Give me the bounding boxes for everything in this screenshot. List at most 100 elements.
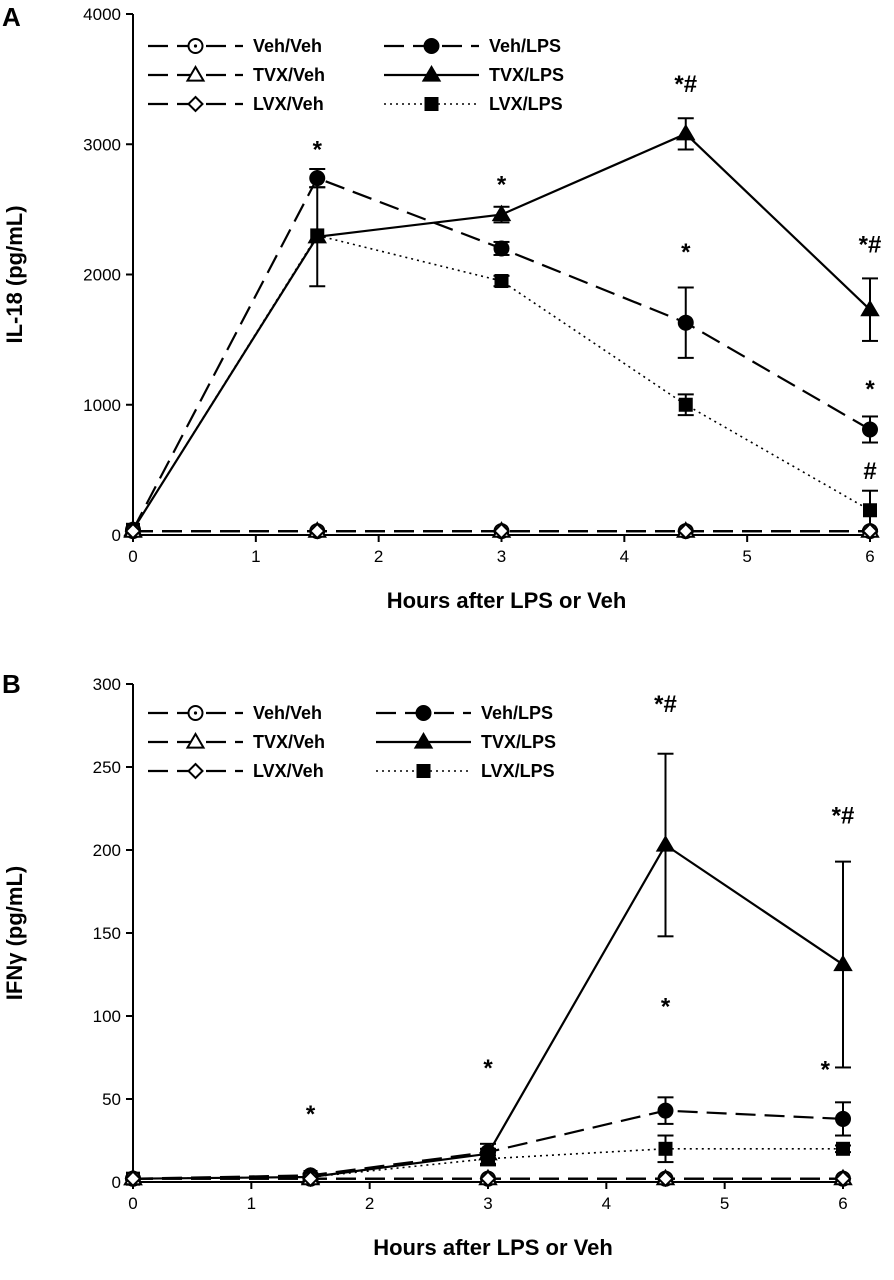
y-tick-label: 50	[102, 1090, 121, 1109]
legend-marker	[187, 95, 204, 113]
x-tick-label: 0	[128, 547, 137, 566]
series-lvx-veh	[124, 1170, 852, 1188]
data-point	[655, 835, 676, 852]
legend-marker-center	[193, 44, 198, 48]
data-point	[678, 397, 693, 412]
legend-marker	[413, 732, 434, 749]
y-tick-label: 300	[93, 675, 121, 694]
significance-label: *#	[654, 691, 677, 718]
series-tvx-lps	[123, 117, 880, 537]
significance-label: *	[483, 1055, 493, 1082]
legend: Veh/Veh TVX/Veh LVX/Veh Veh/LPS TVX/LPS LVX/L…	[148, 703, 556, 781]
data-point	[124, 522, 142, 540]
x-tick-label: 4	[620, 547, 629, 566]
legend-marker	[415, 705, 432, 721]
y-tick-label: 2000	[83, 266, 121, 285]
data-point	[861, 522, 879, 540]
data-point	[493, 522, 510, 540]
x-tick-label: 4	[602, 1194, 611, 1213]
data-point	[481, 1151, 495, 1166]
significance-label: *#	[832, 802, 855, 829]
significance-label: *	[865, 376, 875, 403]
x-axis-title: Hours after LPS or Veh	[387, 588, 627, 613]
data-point	[835, 1110, 851, 1127]
significance-label: *	[661, 993, 671, 1020]
legend-marker	[424, 97, 439, 111]
legend-label: TVX/Veh	[253, 65, 325, 85]
legend-label: Veh/LPS	[489, 36, 561, 56]
x-tick-label: 5	[742, 547, 751, 566]
y-tick-label: 1000	[83, 396, 121, 415]
data-point	[860, 299, 880, 317]
legend-marker	[185, 65, 206, 82]
legend-marker	[423, 38, 440, 54]
data-point	[491, 204, 512, 222]
y-tick-label: 100	[93, 1007, 121, 1026]
y-tick-label: 0	[112, 526, 121, 545]
series-line	[132, 234, 871, 531]
data-point	[676, 123, 696, 141]
data-point	[833, 954, 853, 972]
data-point	[309, 170, 326, 187]
data-point	[493, 240, 510, 257]
legend-label: LVX/LPS	[489, 94, 563, 114]
panel-label-b: B	[2, 669, 21, 699]
legend-marker	[416, 764, 431, 778]
significance-label: *	[497, 171, 507, 198]
data-point	[310, 228, 325, 243]
data-point	[494, 274, 509, 289]
legend-label: TVX/LPS	[481, 732, 556, 752]
data-point	[657, 1102, 674, 1119]
data-point	[658, 1141, 673, 1156]
y-tick-label: 150	[93, 924, 121, 943]
legend-label: Veh/Veh	[253, 703, 322, 723]
data-point	[308, 522, 326, 540]
x-tick-label: 5	[720, 1194, 729, 1213]
legend: Veh/Veh TVX/Veh LVX/Veh Veh/LPS TVX/LPS LVX/L…	[148, 36, 564, 114]
series-line	[132, 843, 844, 1180]
legend-marker	[187, 762, 204, 780]
legend-marker	[421, 65, 442, 82]
legend-marker-center	[193, 711, 198, 715]
ifng-chart: 0 50 100 150 200 250 300 0 1 2 3 4 5 6 Hours after LPS…	[2, 675, 854, 1260]
data-point	[677, 314, 694, 331]
significance-label: *#	[674, 71, 697, 98]
legend-label: Veh/LPS	[481, 703, 553, 723]
data-point	[124, 1170, 142, 1188]
data-point	[863, 503, 877, 518]
x-tick-label: 6	[838, 1194, 847, 1213]
y-axis-title: IL-18 (pg/mL)	[2, 205, 27, 343]
x-tick-label: 1	[247, 1194, 256, 1213]
significance-label: #	[863, 458, 876, 485]
y-axis-title: IFNγ (pg/mL)	[2, 866, 27, 1000]
x-tick-label: 3	[483, 1194, 492, 1213]
significance-label: *	[681, 239, 691, 266]
data-point	[479, 1170, 497, 1188]
significance-label: *	[313, 136, 323, 163]
x-tick-label: 6	[865, 547, 874, 566]
x-tick-label: 0	[128, 1194, 137, 1213]
significance-label: *	[306, 1101, 316, 1128]
legend-marker	[185, 732, 206, 749]
x-tick-label: 2	[374, 547, 383, 566]
x-axis-title: Hours after LPS or Veh	[373, 1235, 613, 1260]
significance-label: *	[821, 1056, 831, 1083]
x-tick-label: 2	[365, 1194, 374, 1213]
legend-label: LVX/Veh	[253, 761, 324, 781]
legend-label: TVX/Veh	[253, 732, 325, 752]
y-tick-label: 4000	[83, 5, 121, 24]
data-point	[862, 421, 878, 438]
y-tick-label: 200	[93, 841, 121, 860]
y-tick-label: 250	[93, 758, 121, 777]
il18-chart: 0 1000 2000 3000 4000 0 1 2 3 4 5 6 Hours after LPS …	[2, 5, 881, 613]
significance-label: *#	[859, 231, 882, 258]
y-tick-label: 0	[112, 1173, 121, 1192]
data-point	[834, 1170, 852, 1188]
data-point	[677, 522, 695, 540]
data-point	[657, 1170, 674, 1188]
series-veh-lps	[125, 167, 878, 538]
data-point	[836, 1141, 850, 1156]
legend-label: TVX/LPS	[489, 65, 564, 85]
series-tvx-lps	[123, 752, 853, 1186]
